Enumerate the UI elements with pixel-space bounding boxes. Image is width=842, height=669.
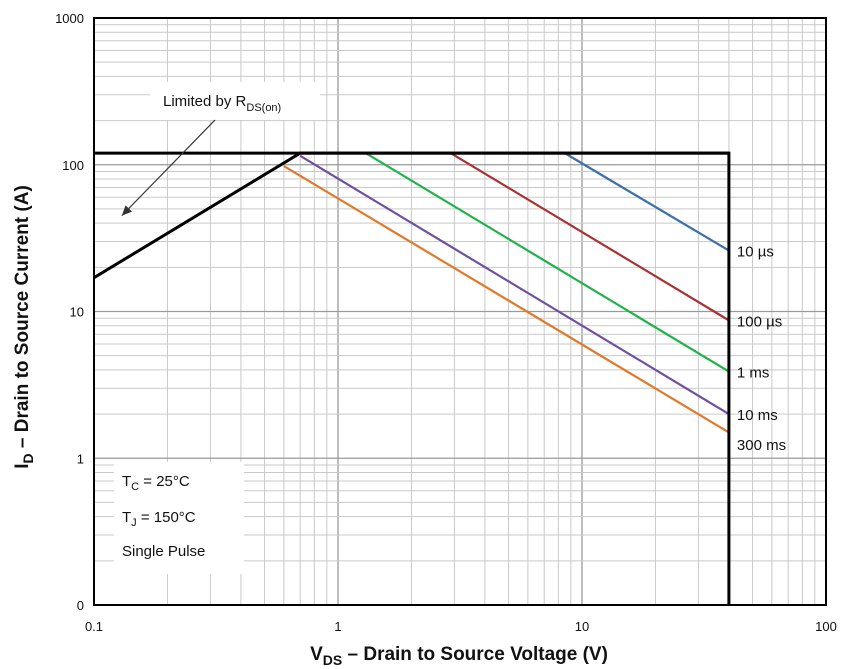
series-label: 10 ms <box>737 407 778 424</box>
y-tick-label: 1000 <box>55 11 84 26</box>
x-tick-label: 0.1 <box>85 619 103 634</box>
boundary-group <box>93 151 731 605</box>
y-axis-title: ID – Drain to Source Current (A) <box>12 185 36 469</box>
curve-labels: 10 µs 100 µs 1 ms 10 ms 300 ms <box>737 244 786 454</box>
y-tick-label: 100 <box>62 158 84 173</box>
y-tick-label: 10 <box>70 305 84 320</box>
condition-tj: TJ = 150°C <box>122 509 196 529</box>
x-tick-label: 100 <box>815 619 837 634</box>
series-label: 10 µs <box>737 244 774 261</box>
series-line <box>564 152 730 252</box>
series-line <box>450 152 730 322</box>
series-line <box>299 154 730 416</box>
y-tick-label: 0 <box>77 598 84 613</box>
series-line <box>283 165 730 434</box>
x-axis-title: VDS – Drain to Source Voltage (V) <box>310 644 608 668</box>
x-tick-label: 10 <box>575 619 589 634</box>
annotation-arrow <box>121 119 216 217</box>
annotation-text: Limited by RDS(on) <box>163 93 281 114</box>
x-tick-label: 1 <box>334 619 341 634</box>
annotation-box <box>150 82 320 120</box>
conditions-box: TC = 25°C TJ = 150°C Single Pulse <box>114 462 244 574</box>
condition-pulse: Single Pulse <box>122 543 205 560</box>
y-tick-label: 1 <box>77 451 84 466</box>
conditions-background <box>114 462 244 574</box>
condition-tc: TC = 25°C <box>122 473 190 493</box>
series-label: 100 µs <box>737 313 782 330</box>
rdson-annotation: Limited by RDS(on) <box>121 82 320 217</box>
series-group <box>283 152 730 434</box>
annotation-arrowhead <box>121 205 133 216</box>
series-label: 1 ms <box>737 365 770 382</box>
series-label: 300 ms <box>737 437 786 454</box>
series-line <box>365 152 730 373</box>
plot-frame <box>93 17 827 606</box>
